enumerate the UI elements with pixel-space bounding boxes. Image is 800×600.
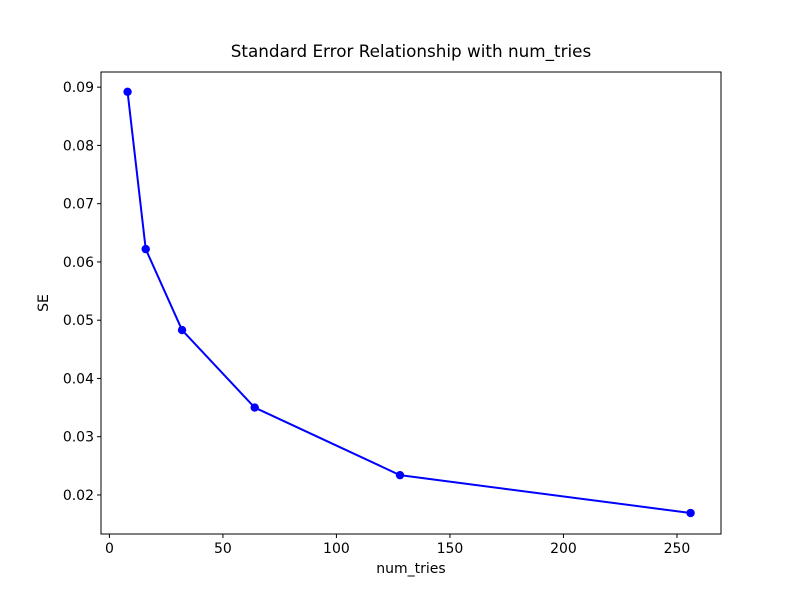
y-tick-label: 0.05 — [63, 313, 94, 329]
x-tick-label: 150 — [437, 541, 464, 557]
x-tick-label: 50 — [214, 541, 232, 557]
series-layer — [123, 87, 695, 518]
x-tick-label: 250 — [664, 541, 691, 557]
axes-spines — [100, 71, 722, 535]
chart-title: Standard Error Relationship with num_tri… — [231, 41, 591, 62]
y-tick-label: 0.02 — [63, 488, 94, 504]
data-point-marker — [177, 325, 187, 335]
data-point-marker — [123, 87, 132, 97]
x-axis-label: num_tries — [376, 561, 445, 577]
data-point-marker — [250, 403, 259, 412]
data-point-marker — [395, 470, 405, 480]
y-tick-label: 0.09 — [63, 80, 94, 96]
series-line — [126, 90, 692, 515]
y-tick-label: 0.03 — [63, 430, 94, 446]
x-tick-label: 200 — [550, 541, 577, 557]
y-axis-label: SE — [36, 294, 52, 312]
ticks-layer: 0 50 100 150 200 250 0.02 0.03 0.04 0.05 0.06 0.07 0… — [63, 80, 690, 557]
x-tick-label: 0 — [105, 541, 114, 557]
y-tick-label: 0.07 — [63, 197, 94, 213]
y-tick-label: 0.04 — [63, 371, 94, 387]
plot-area — [101, 72, 721, 534]
y-tick-label: 0.06 — [63, 255, 94, 271]
x-tick-label: 100 — [323, 541, 350, 557]
y-tick-label: 0.08 — [63, 138, 94, 154]
data-point-marker — [141, 244, 150, 254]
data-point-marker — [686, 508, 695, 518]
